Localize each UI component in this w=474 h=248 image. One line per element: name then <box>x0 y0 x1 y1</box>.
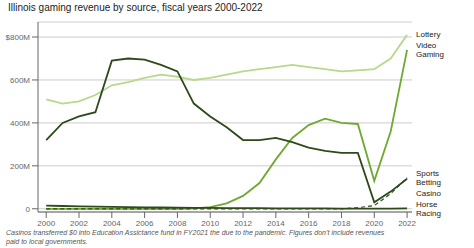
svg-text:2008: 2008 <box>169 219 187 228</box>
html-text:Casinos transferred $0 into Ed: Casinos transferred $0 into Education As… <box>6 229 385 245</box>
svg-text:2018: 2018 <box>333 219 351 228</box>
html-text:Lottery: Lottery <box>416 30 441 40</box>
html-text:Horse Racing: Horse Racing <box>416 199 441 218</box>
html-text:Video Gaming: Video Gaming <box>416 41 444 60</box>
svg-text:2022: 2022 <box>398 219 416 228</box>
svg-text:2004: 2004 <box>103 219 121 228</box>
svg-text:2006: 2006 <box>136 219 154 228</box>
svg-text:2002: 2002 <box>70 219 88 228</box>
html-text:Sports Betting: Sports Betting <box>416 168 441 187</box>
svg-text:2000: 2000 <box>37 219 55 228</box>
svg-text:2016: 2016 <box>300 219 318 228</box>
html-text:Illinois gaming revenue by sou: Illinois gaming revenue by source, fisca… <box>8 2 263 13</box>
svg-text:600M: 600M <box>10 76 30 85</box>
svg-text:2020: 2020 <box>365 219 383 228</box>
svg-text:400M: 400M <box>10 119 30 128</box>
svg-text:0: 0 <box>26 205 31 214</box>
svg-text:200M: 200M <box>10 162 30 171</box>
svg-text:2010: 2010 <box>201 219 219 228</box>
svg-text:2014: 2014 <box>267 219 285 228</box>
html-text:Casino: Casino <box>416 188 441 198</box>
svg-text:$800M: $800M <box>8 33 30 42</box>
svg-text:2012: 2012 <box>234 219 252 228</box>
